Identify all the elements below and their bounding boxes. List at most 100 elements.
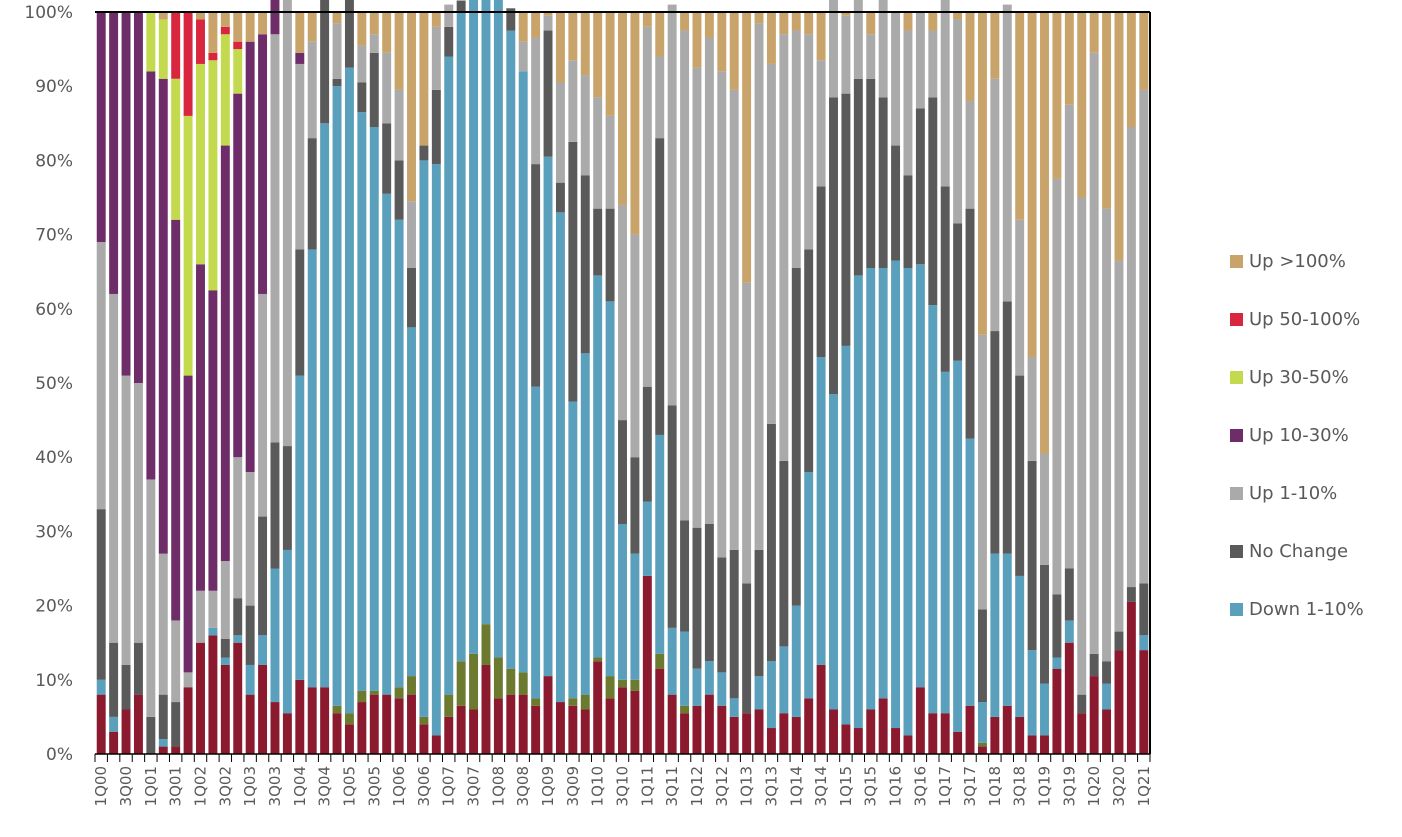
bar-segment: [766, 728, 776, 754]
bar-segment: [357, 112, 367, 691]
bar-segment: [357, 82, 367, 113]
bar-segment: [829, 709, 838, 754]
bar-segment: [407, 676, 416, 695]
bar-segment: [183, 375, 193, 673]
bar-segment: [245, 605, 255, 665]
bar-segment: [891, 260, 901, 729]
bar-segment: [1064, 12, 1074, 105]
bar-segment: [531, 698, 541, 706]
legend-label: Up 10-30%: [1249, 424, 1349, 446]
bar-segment: [605, 301, 615, 677]
x-tick-label: 3Q02: [216, 766, 234, 806]
bar-segment: [580, 175, 590, 354]
bar-segment: [233, 41, 243, 50]
bar-segment: [816, 664, 826, 754]
bar-segment: [605, 208, 615, 302]
bar-segment: [990, 553, 1000, 717]
bar-segment: [704, 523, 714, 662]
bar-segment: [431, 89, 441, 165]
bar-segment: [965, 438, 975, 706]
x-tick-label: 3Q16: [911, 766, 929, 806]
bar-segment: [990, 12, 1000, 79]
bar-segment: [841, 724, 851, 754]
bar-segment: [196, 264, 205, 591]
bar-segment: [109, 293, 119, 643]
bar-segment: [109, 731, 119, 754]
x-tick-label: 1Q16: [887, 766, 905, 806]
legend-item-up-over-100: Up >100%: [1230, 232, 1364, 290]
bar-segment: [804, 249, 814, 473]
bar-segment: [568, 705, 578, 754]
bar-segment: [630, 12, 640, 235]
bar-segment: [220, 664, 230, 754]
bar-segment: [133, 642, 143, 695]
bar-segment: [543, 15, 553, 31]
bar-segment: [1089, 52, 1099, 654]
bar-segment: [493, 698, 503, 754]
x-tick-label: 1Q01: [142, 766, 160, 806]
bar-segment: [1077, 12, 1087, 198]
bar-segment: [742, 713, 752, 754]
bar-segment: [866, 267, 876, 710]
bar-segment: [1027, 12, 1037, 358]
legend-label: Up 30-50%: [1249, 366, 1349, 388]
bar-segment: [518, 694, 528, 754]
x-tick-label: 3Q06: [415, 766, 433, 806]
bar-segment: [506, 668, 516, 695]
bar-segment: [1139, 583, 1149, 636]
bar-segment: [282, 713, 292, 754]
bar-segment: [940, 371, 950, 714]
bar-segment: [977, 742, 987, 747]
bar-segment: [791, 12, 801, 31]
bar-segment: [171, 12, 181, 79]
bar-segment: [729, 716, 739, 754]
legend-swatch: [1230, 428, 1243, 442]
bar-segment: [1089, 653, 1099, 677]
bar-segment: [1052, 594, 1062, 658]
legend-label: Up 50-100%: [1249, 308, 1361, 330]
bar-segment: [407, 201, 416, 268]
bar-segment: [295, 249, 305, 376]
bar-segment: [407, 267, 416, 328]
bar-segment: [233, 635, 243, 643]
bar-segment: [444, 56, 454, 695]
legend-label: Up >100%: [1249, 250, 1346, 272]
bar-segment: [183, 12, 193, 116]
bar-segment: [593, 661, 603, 754]
legend-swatch: [1230, 486, 1243, 500]
bar-segment: [407, 694, 416, 754]
bar-segment: [692, 668, 702, 706]
bar-segment: [543, 12, 553, 16]
y-tick-label: 10%: [35, 671, 73, 691]
x-tick-label: 3Q00: [117, 766, 135, 806]
bar-segment: [704, 12, 714, 38]
x-tick-label: 3Q13: [762, 766, 780, 806]
bar-segment: [258, 664, 268, 754]
y-tick-label: 30%: [35, 522, 73, 542]
bar-segment: [729, 12, 739, 90]
bar-segment: [655, 138, 665, 435]
bar-segment: [481, 0, 491, 625]
x-tick-label: 3Q01: [167, 766, 185, 806]
x-tick-label: 1Q17: [936, 766, 954, 806]
bar-segment: [704, 694, 714, 754]
x-tick-label: 1Q00: [92, 766, 110, 806]
bar-segment: [369, 34, 379, 53]
bar-segment: [233, 457, 243, 599]
x-tick-label: 3Q17: [961, 766, 979, 806]
bar-segment: [791, 716, 801, 754]
bar-segment: [754, 676, 764, 710]
x-tick-label: 3Q19: [1060, 766, 1078, 806]
bar-segment: [1027, 357, 1037, 461]
bar-segment: [1015, 575, 1025, 717]
bar-segment: [158, 746, 168, 754]
bar-segment: [1102, 208, 1112, 662]
bar-segment: [171, 78, 181, 220]
bar-segment: [977, 12, 987, 335]
bar-segment: [493, 0, 503, 658]
bar-segment: [953, 731, 963, 754]
bar-segment: [357, 45, 367, 83]
bar-segment: [593, 208, 603, 276]
bar-segment: [766, 63, 776, 424]
bar-segment: [891, 728, 901, 754]
